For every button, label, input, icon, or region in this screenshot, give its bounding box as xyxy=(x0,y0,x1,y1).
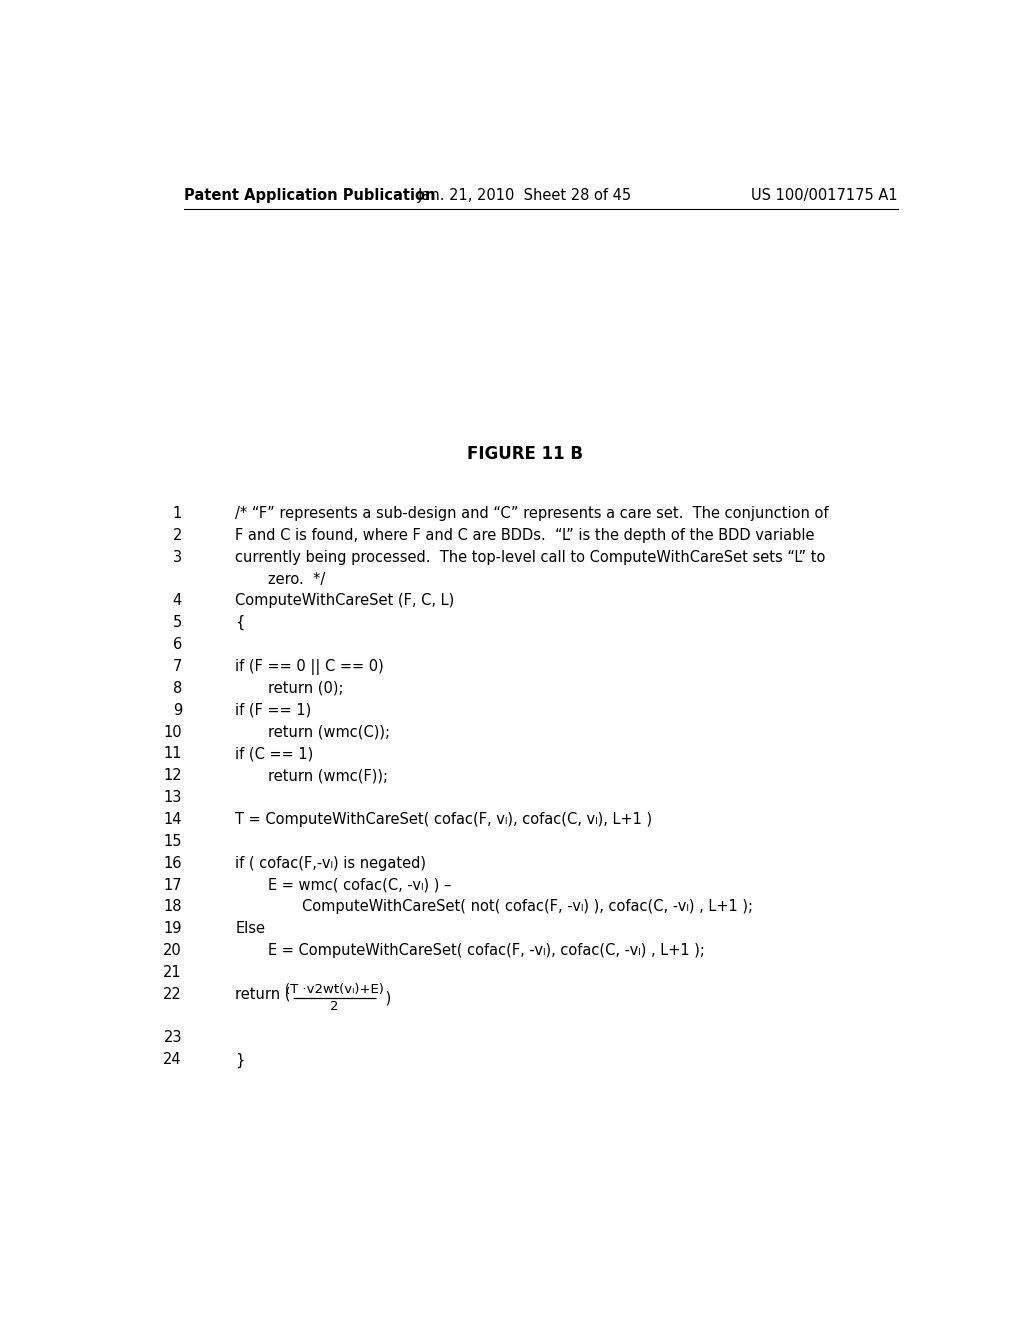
Text: 16: 16 xyxy=(164,855,182,871)
Text: return (wmc(F));: return (wmc(F)); xyxy=(268,768,388,783)
Text: 22: 22 xyxy=(163,987,182,1002)
Text: 3: 3 xyxy=(173,549,182,565)
Text: E = wmc( cofac(C, -vₗ) ) –: E = wmc( cofac(C, -vₗ) ) – xyxy=(268,878,452,892)
Text: 20: 20 xyxy=(163,942,182,958)
Text: 12: 12 xyxy=(164,768,182,783)
Text: E = ComputeWithCareSet( cofac(F, -vₗ), cofac(C, -vₗ) , L+1 );: E = ComputeWithCareSet( cofac(F, -vₗ), c… xyxy=(268,942,706,958)
Text: }: } xyxy=(236,1052,245,1068)
Text: F and C is found, where F and C are BDDs.  “L” is the depth of the BDD variable: F and C is found, where F and C are BDDs… xyxy=(236,528,815,543)
Text: 13: 13 xyxy=(164,791,182,805)
Text: /* “F” represents a sub-design and “C” represents a care set.  The conjunction o: /* “F” represents a sub-design and “C” r… xyxy=(236,506,828,521)
Text: Else: Else xyxy=(236,921,265,936)
Text: currently being processed.  The top-level call to ComputeWithCareSet sets “L” to: currently being processed. The top-level… xyxy=(236,549,825,565)
Text: 23: 23 xyxy=(164,1031,182,1045)
Text: 19: 19 xyxy=(164,921,182,936)
Text: T = ComputeWithCareSet( cofac(F, vₗ), cofac(C, vₗ), L+1 ): T = ComputeWithCareSet( cofac(F, vₗ), co… xyxy=(236,812,652,826)
Text: 14: 14 xyxy=(164,812,182,826)
Text: zero.  */: zero. */ xyxy=(268,572,326,586)
Text: 7: 7 xyxy=(173,659,182,675)
Text: US 100/0017175 A1: US 100/0017175 A1 xyxy=(752,189,898,203)
Text: FIGURE 11 B: FIGURE 11 B xyxy=(467,445,583,463)
Text: 5: 5 xyxy=(173,615,182,630)
Text: 2: 2 xyxy=(173,528,182,543)
Text: if (C == 1): if (C == 1) xyxy=(236,746,313,762)
Text: 18: 18 xyxy=(164,899,182,915)
Text: ): ) xyxy=(381,990,391,1006)
Text: ComputeWithCareSet (F, C, L): ComputeWithCareSet (F, C, L) xyxy=(236,594,455,609)
Text: 17: 17 xyxy=(164,878,182,892)
Text: ComputeWithCareSet( not( cofac(F, -vₗ) ), cofac(C, -vₗ) , L+1 );: ComputeWithCareSet( not( cofac(F, -vₗ) )… xyxy=(302,899,753,915)
Text: 4: 4 xyxy=(173,594,182,609)
Text: if ( cofac(F,-vₗ) is negated): if ( cofac(F,-vₗ) is negated) xyxy=(236,855,426,871)
Text: 2: 2 xyxy=(331,1001,339,1012)
Text: if (F == 0 || C == 0): if (F == 0 || C == 0) xyxy=(236,659,384,675)
Text: 1: 1 xyxy=(173,506,182,521)
Text: 9: 9 xyxy=(173,702,182,718)
Text: Jan. 21, 2010  Sheet 28 of 45: Jan. 21, 2010 Sheet 28 of 45 xyxy=(418,189,632,203)
Text: Patent Application Publication: Patent Application Publication xyxy=(183,189,435,203)
Text: 10: 10 xyxy=(164,725,182,739)
Text: 11: 11 xyxy=(164,746,182,762)
Text: 15: 15 xyxy=(164,834,182,849)
Text: 21: 21 xyxy=(164,965,182,979)
Text: return (: return ( xyxy=(236,987,295,1002)
Text: (T ·v2wt(vₗ)+E): (T ·v2wt(vₗ)+E) xyxy=(286,983,384,995)
Text: return (wmc(C));: return (wmc(C)); xyxy=(268,725,390,739)
Text: 6: 6 xyxy=(173,638,182,652)
Text: {: { xyxy=(236,615,245,631)
Text: if (F == 1): if (F == 1) xyxy=(236,702,311,718)
Text: 8: 8 xyxy=(173,681,182,696)
Text: 24: 24 xyxy=(164,1052,182,1068)
Text: return (0);: return (0); xyxy=(268,681,344,696)
